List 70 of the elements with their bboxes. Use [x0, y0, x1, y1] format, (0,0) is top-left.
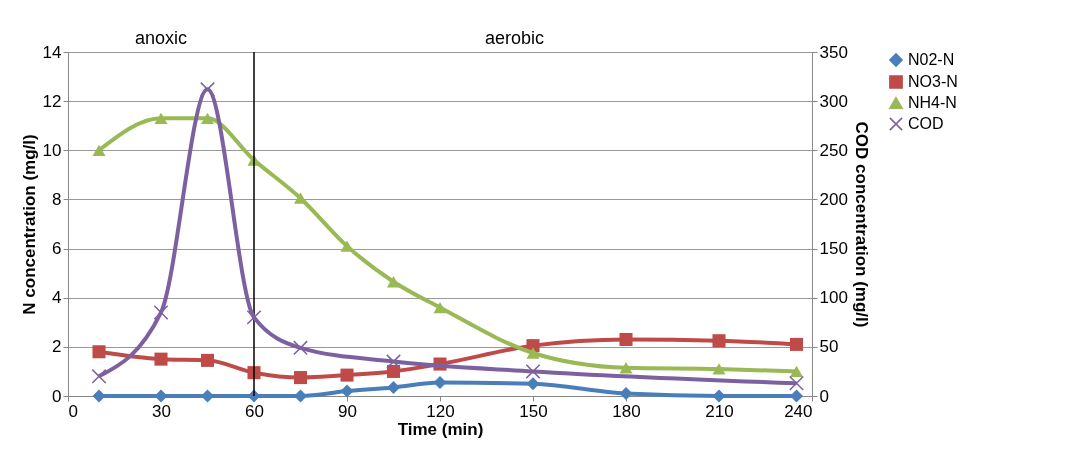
y-tick-label: 8: [52, 189, 62, 209]
point: [92, 144, 106, 156]
point: [433, 301, 447, 314]
x-tick-label: 240: [784, 401, 813, 421]
point: [154, 112, 168, 124]
y2-tick-label: 250: [819, 140, 848, 160]
point: [525, 363, 541, 379]
y-tick-label: 14: [42, 42, 62, 62]
point: [91, 368, 107, 384]
text: anoxic: [134, 28, 188, 48]
point: [619, 387, 633, 401]
x-tick-label: 180: [612, 401, 641, 421]
point: [386, 380, 401, 394]
point: [153, 305, 169, 320]
y-tick-label: 10: [42, 140, 62, 160]
y2-tick-label: 200: [819, 189, 848, 209]
point: [154, 389, 168, 403]
point: [712, 334, 726, 348]
point: [340, 240, 354, 252]
point: [526, 347, 540, 359]
point: [789, 365, 804, 378]
legend-label: N02-N: [908, 51, 955, 68]
y2-tick-label: 0: [819, 386, 829, 406]
point: [293, 340, 308, 356]
text: aerobic: [484, 28, 544, 48]
point: [200, 353, 215, 367]
y-tick-label: 2: [52, 337, 62, 357]
point: [789, 375, 804, 391]
point: [340, 384, 354, 398]
y-tick-label: 6: [52, 239, 62, 259]
legend-label: NH4-N: [908, 94, 957, 111]
y2-tick-label: 350: [819, 42, 848, 62]
x-tick-label: 120: [426, 401, 455, 421]
point: [386, 364, 401, 378]
y2-tick-label: 100: [819, 288, 848, 308]
point: [526, 377, 540, 391]
point: [619, 362, 633, 374]
point: [789, 337, 804, 351]
x-tick-label: 0: [68, 401, 78, 421]
point: [92, 389, 106, 403]
y-tick-label: 12: [42, 91, 62, 111]
x-axis-title: Time (min): [397, 419, 484, 439]
y-tick-label: 0: [52, 386, 62, 406]
legend-label: COD: [908, 115, 944, 132]
point: [92, 345, 106, 359]
y2-tick-label: 300: [819, 91, 848, 111]
point: [246, 309, 262, 325]
point: [433, 375, 447, 389]
x-tick-label: 150: [519, 401, 548, 421]
point: [154, 352, 168, 366]
point: [340, 368, 354, 382]
x-tick-label: 210: [705, 401, 734, 421]
x-tick-label: 60: [245, 401, 264, 421]
point: [619, 332, 633, 346]
point: [712, 389, 726, 403]
point: [293, 371, 308, 385]
y2-tick-label: 50: [819, 337, 839, 357]
point: [200, 112, 215, 124]
legend-label: NO3-N: [908, 73, 958, 90]
y-axis-title: N concentration (mg/l): [19, 134, 39, 315]
y-tick-label: 4: [52, 288, 62, 308]
x-tick-label: 90: [338, 401, 357, 421]
point: [386, 354, 401, 370]
point: [712, 363, 726, 375]
point: [200, 81, 215, 97]
y2-tick-label: 150: [819, 239, 848, 259]
point: [386, 276, 401, 288]
x-tick-label: 30: [152, 401, 171, 421]
point: [293, 192, 308, 204]
y2-axis-title: COD concentration (mg/l): [851, 121, 871, 328]
